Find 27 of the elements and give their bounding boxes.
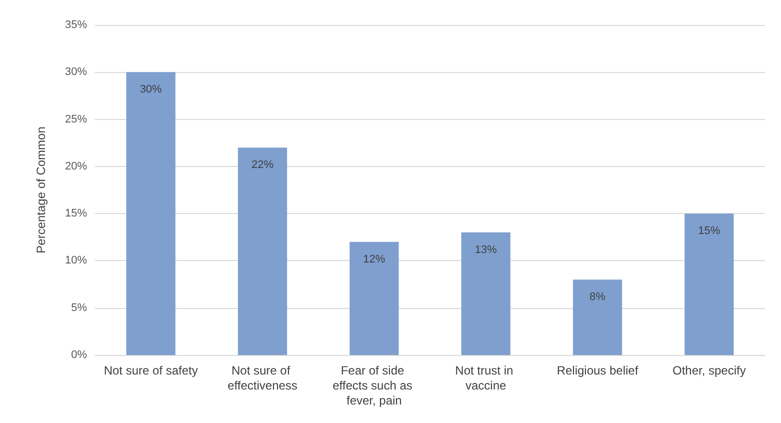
y-tick-label: 20% bbox=[64, 160, 88, 172]
x-tick-label: Not sure of effectiveness bbox=[228, 364, 298, 392]
y-tick-label: 5% bbox=[71, 302, 88, 314]
x-tick-label: Other, specify bbox=[672, 364, 746, 378]
y-tick-label: 10% bbox=[64, 254, 88, 267]
y-tick-label: 25% bbox=[64, 113, 88, 126]
bar bbox=[684, 214, 734, 355]
bar bbox=[126, 72, 176, 355]
x-tick-label: Religious belief bbox=[556, 364, 639, 378]
data-label: 12% bbox=[363, 253, 386, 266]
data-label: 22% bbox=[251, 159, 274, 172]
data-label: 8% bbox=[590, 291, 606, 304]
bar bbox=[350, 242, 399, 355]
y-axis-title: Percentage of Common bbox=[34, 126, 48, 254]
data-label: 15% bbox=[698, 225, 720, 238]
x-tick-label: Not trust in vaccine bbox=[455, 364, 517, 392]
y-tick-label: 0% bbox=[71, 349, 88, 361]
y-tick-label: 30% bbox=[64, 66, 88, 78]
y-tick-label: 15% bbox=[64, 208, 88, 220]
x-tick-label: Fear of side effects such as fever, pain bbox=[332, 364, 416, 408]
x-tick-label: Not sure of safety bbox=[104, 364, 198, 378]
data-label: 30% bbox=[140, 84, 162, 96]
y-tick-label: 35% bbox=[64, 19, 88, 31]
bar bbox=[238, 148, 288, 355]
bar bbox=[572, 280, 622, 355]
bar bbox=[461, 232, 510, 355]
data-label: 13% bbox=[474, 244, 498, 256]
